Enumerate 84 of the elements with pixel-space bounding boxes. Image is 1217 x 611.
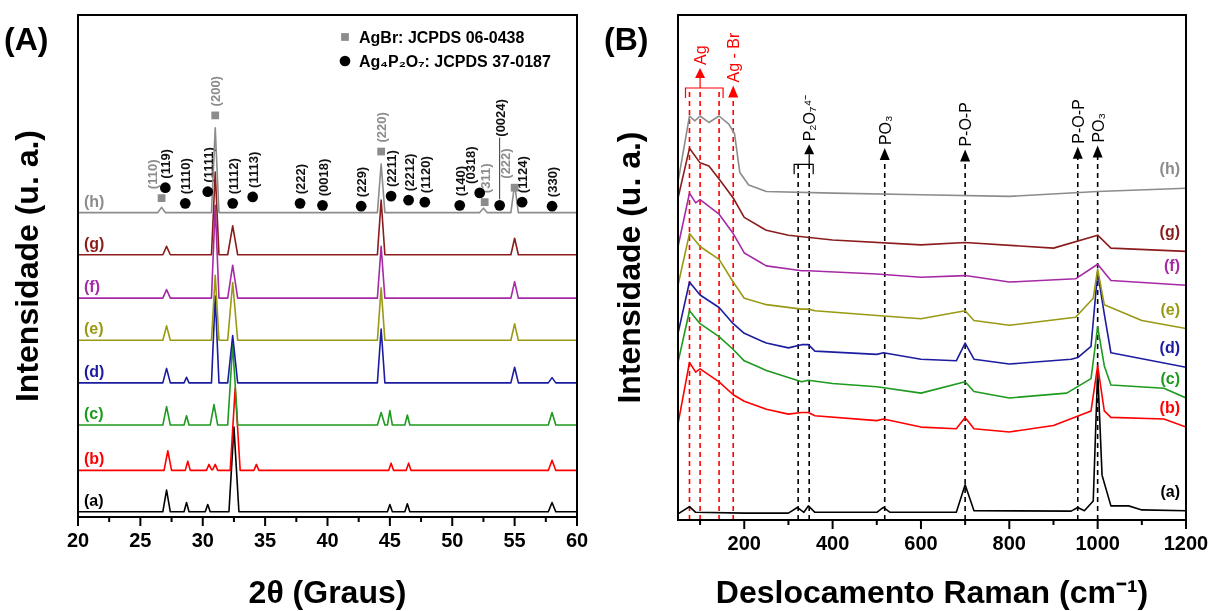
ref-line-label: P-O-P (957, 102, 975, 147)
series-label: (c) (84, 405, 104, 423)
ref-line-label: PO₃ (876, 115, 894, 146)
point (419, 196, 431, 208)
x-tick-label: 200 (727, 532, 761, 554)
point (385, 190, 397, 202)
x-tick-label: 60 (565, 529, 589, 551)
series-label: (c) (1160, 369, 1180, 387)
series-label: (b) (84, 450, 105, 468)
x-tick-label: 600 (904, 532, 938, 554)
ref-line-label: P₂O₇⁴⁻ (801, 94, 819, 142)
annotation: (200) (208, 76, 224, 107)
x-axis-title: 2θ (Graus) (248, 574, 407, 610)
point (403, 194, 414, 206)
ref-line-label: P-O-P (1069, 99, 1087, 144)
series-label: (g) (84, 234, 105, 252)
x-tick-label: 25 (129, 529, 152, 551)
annotation: (220) (374, 112, 390, 143)
point (202, 186, 214, 198)
x-tick-label: 20 (66, 529, 90, 551)
x-tick-label: 45 (378, 529, 401, 551)
ref-line-label: Ag (692, 45, 710, 65)
annotation: (1111) (200, 147, 216, 183)
point (454, 200, 466, 211)
annotation: (1110) (178, 158, 194, 195)
point (480, 198, 489, 207)
annotation: (330) (545, 166, 561, 198)
series-label: (a) (84, 491, 104, 509)
legend-label: AgBr: JCPDS 06-0438 (359, 29, 525, 46)
annotation: (0018) (315, 158, 331, 197)
ref-line-label: PO₃ (1089, 112, 1107, 143)
point (494, 200, 506, 211)
point (317, 200, 328, 211)
point (227, 198, 239, 209)
x-tick-label: 55 (503, 529, 526, 551)
ref-line-label: Ag - Br (725, 32, 743, 83)
chart-title: (A) (4, 21, 49, 57)
point (179, 198, 191, 209)
series-label: (d) (84, 362, 105, 380)
x-tick-label: 1200 (1163, 532, 1209, 554)
annotation: (229) (354, 166, 370, 198)
series-label: (b) (1159, 399, 1180, 417)
annotation: (110) (144, 159, 160, 190)
annotation: (222) (293, 163, 309, 195)
annotation: (1120) (417, 156, 433, 194)
series-label: (g) (1159, 223, 1180, 241)
series-label: (e) (1160, 300, 1180, 318)
series-label: (a) (1160, 482, 1180, 500)
series-label: (h) (1159, 160, 1180, 178)
y-axis-title: Intensidade (u. a.) (611, 131, 647, 404)
point (294, 198, 306, 209)
annotation: (1112) (225, 158, 241, 195)
annotation: (1113) (245, 151, 261, 188)
series-label: (f) (84, 278, 100, 296)
series-label: (f) (1164, 257, 1180, 275)
x-tick-label: 50 (441, 529, 464, 551)
annotation: (0024) (492, 99, 508, 137)
x-tick-label: 1000 (1075, 532, 1120, 554)
annotation: (2211) (384, 150, 400, 188)
series-label: (h) (84, 192, 105, 210)
x-tick-label: 400 (815, 532, 850, 554)
annotation: (140) (452, 166, 468, 197)
point (516, 196, 528, 208)
x-tick-label: 30 (191, 529, 214, 551)
point (377, 147, 386, 156)
annotation: (222) (497, 148, 513, 179)
series-label: (d) (1159, 339, 1180, 357)
annotation: (1124) (515, 156, 531, 194)
x-tick-label: 40 (316, 529, 339, 551)
point (546, 200, 558, 212)
point (159, 182, 171, 194)
annotation: (2212) (401, 153, 417, 192)
point (157, 194, 166, 202)
point (211, 111, 220, 120)
series-label: (e) (84, 320, 104, 338)
point (355, 200, 367, 212)
y-axis-title: Intensidade (u. a.) (9, 129, 45, 403)
x-tick-label: 35 (254, 529, 277, 551)
point (247, 191, 258, 203)
x-axis-title: Deslocamento Raman (cm⁻¹) (715, 574, 1149, 610)
chart-title: (B) (604, 21, 649, 57)
legend-label: Ag₄P₂O₇: JCPDS 37-0187 (359, 53, 551, 70)
annotation: (119) (158, 149, 174, 179)
x-tick-label: 800 (992, 532, 1026, 554)
